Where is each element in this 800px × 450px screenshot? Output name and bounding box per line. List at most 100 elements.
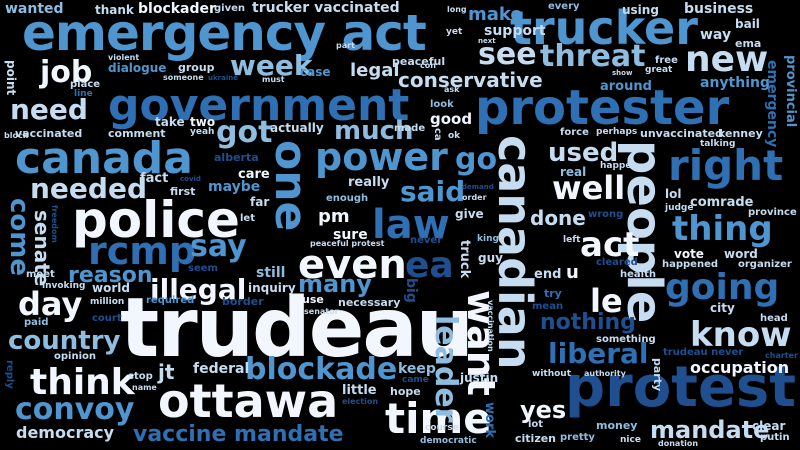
word-show: show (612, 69, 633, 77)
word-day: day (18, 285, 83, 323)
word-con: con (420, 61, 436, 70)
word-protest: protest (565, 355, 797, 420)
word-illegal: illegal (150, 273, 247, 306)
word-trucker: trucker (510, 1, 698, 55)
word-far: far (250, 195, 270, 209)
word-one: one (265, 140, 316, 232)
word-demand: demand (462, 183, 494, 191)
word-trudeau: trudeau (120, 281, 474, 376)
word-ca: ca (432, 128, 443, 141)
word-give: give (455, 207, 484, 221)
word-protester: protester (475, 80, 730, 136)
word-yeah: yeah (190, 127, 215, 137)
word-stop: stop (128, 371, 153, 382)
word-said: said (400, 175, 466, 208)
word-blockade: blockade (245, 352, 398, 387)
word-leader: leader (428, 315, 463, 423)
word-head: head (760, 313, 788, 324)
word-many: many (298, 270, 372, 298)
word-must: must (262, 75, 285, 84)
word-came: came (402, 375, 429, 385)
word-peaceful-protest: peaceful protest (310, 239, 385, 248)
word-thing: thing (672, 209, 773, 249)
word-course: course (425, 423, 459, 433)
word-anything: anything (700, 75, 770, 91)
word-nothing: nothing (540, 310, 636, 335)
word-judge: judge (665, 203, 694, 213)
word-job: job (40, 55, 93, 90)
word-week: week (230, 49, 313, 82)
word-invoking: invoking (42, 281, 86, 291)
word-people: people (616, 140, 672, 324)
word-citizen: citizen (515, 432, 557, 445)
word-kenney: kenney (718, 127, 763, 140)
word-group: group (178, 61, 215, 74)
word-party: party (651, 358, 664, 392)
word-country: country (8, 326, 121, 356)
word-million: million (90, 297, 125, 307)
word-right: right (668, 141, 784, 190)
word-done: done (530, 206, 586, 230)
word-thank: thank (95, 3, 134, 17)
word-donation: donation (658, 439, 699, 448)
word-keep: keep (398, 361, 436, 377)
word-got: got (216, 115, 273, 150)
word-freedom: freedom (50, 205, 59, 243)
word-first: first (170, 185, 196, 198)
word-king: king (477, 234, 499, 244)
word-place: place (70, 79, 101, 90)
word-truck: truck (457, 240, 472, 279)
word-need: need (10, 93, 88, 126)
word-justin: justin (460, 371, 499, 385)
word-good: good (430, 110, 473, 128)
word-reason: reason (68, 263, 153, 288)
word-city: city (710, 301, 735, 315)
word-hope: hope (390, 385, 421, 398)
word-way: way (700, 27, 732, 43)
word-block: block (4, 131, 29, 140)
word-let: let (240, 213, 255, 224)
word-conservative: conservative (398, 68, 543, 92)
word-point: point (4, 60, 18, 96)
word-big: big (403, 278, 419, 303)
word-putin: putin (760, 432, 790, 443)
word-wrong: wrong (588, 209, 624, 220)
word-senate: senate (30, 210, 54, 287)
word-new: new (685, 39, 769, 80)
word-charter: charter (765, 351, 798, 360)
word-emergency: emergency (764, 60, 780, 148)
word-going: going (665, 267, 780, 308)
word-trudeau-never: trudeau never (663, 347, 744, 358)
word-fact: fact (140, 171, 169, 186)
word-vaccinated: vaccinated (15, 127, 83, 140)
word-vaccine-mandate: vaccine mandate (133, 422, 344, 447)
word-care: care (238, 167, 270, 182)
word-opinion: opinion (54, 351, 96, 362)
word-maybe: maybe (208, 179, 261, 195)
word-still: still (256, 265, 286, 281)
word-used: used (548, 138, 619, 168)
word-lot: lot (528, 419, 544, 430)
word-ema: ema (735, 37, 762, 50)
word-perhaps: perhaps (596, 127, 638, 137)
word-cleared: cleared (596, 257, 638, 268)
word-nice: nice (620, 435, 641, 445)
word-two: two (190, 115, 216, 129)
word-take: take (155, 115, 185, 129)
word-blockader: blockader (138, 1, 216, 17)
word-u: u (566, 262, 579, 283)
word-come: come (4, 198, 34, 276)
word-organizer: organizer (738, 259, 792, 270)
word-democracy: democracy (16, 423, 115, 442)
word-rcmp: rcmp (88, 229, 197, 273)
word-word: word (724, 247, 758, 261)
word-liberal: liberal (548, 337, 649, 370)
word-ok: ok (448, 131, 461, 141)
word-reply: reply (4, 360, 15, 389)
word-unvaccinated: unvaccinated (640, 127, 723, 140)
word-seem: seem (188, 263, 218, 274)
word-sure: sure (333, 227, 368, 243)
word-police: police (72, 191, 240, 249)
word-part: part (336, 41, 355, 50)
word-use: use (302, 293, 324, 306)
